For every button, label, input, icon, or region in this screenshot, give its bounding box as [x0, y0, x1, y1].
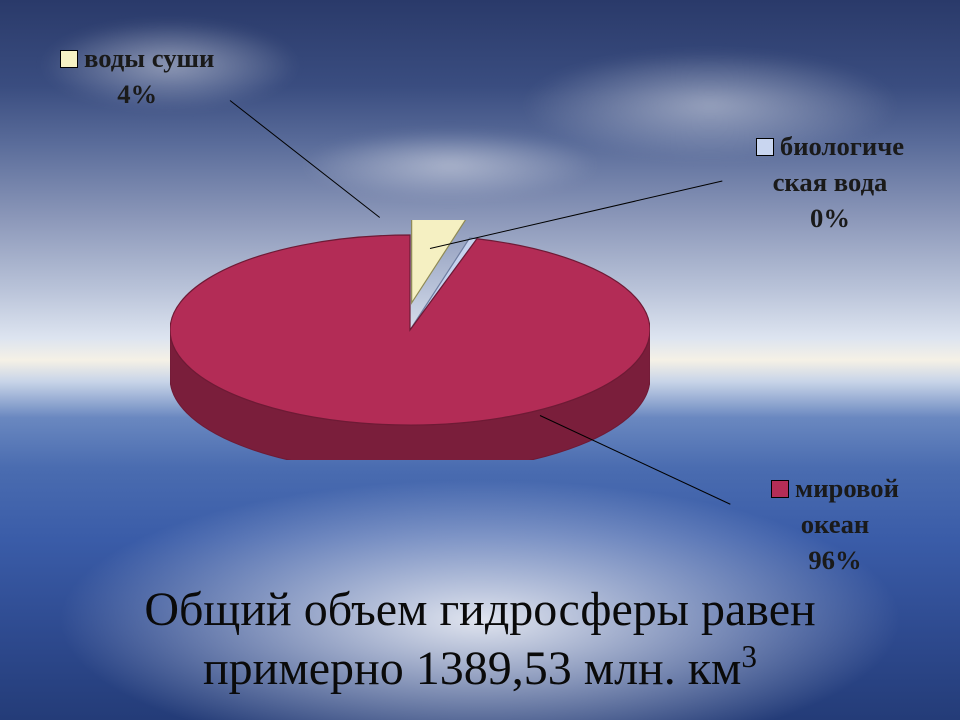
caption: Общий объем гидросферы равен примерно 13…: [0, 581, 960, 698]
legend-pct: 4%: [117, 79, 157, 109]
swatch-ocean: [771, 480, 789, 498]
pie-chart: [170, 220, 650, 460]
swatch-land-water: [60, 50, 78, 68]
legend-label-text: биологиче ская вода: [773, 131, 905, 197]
legend-bio-water: биологиче ская вода 0%: [740, 128, 920, 236]
legend-land-water: воды суши 4%: [60, 40, 214, 112]
legend-label-text: воды суши: [84, 43, 214, 73]
caption-line2: примерно 1389,53 млн. км3: [203, 642, 757, 695]
legend-ocean: мировой океан 96%: [750, 470, 920, 578]
legend-pct: 96%: [808, 545, 861, 575]
legend-label-text: мировой океан: [795, 473, 899, 539]
legend-pct: 0%: [810, 203, 850, 233]
caption-line1: Общий объем гидросферы равен: [144, 583, 815, 636]
swatch-bio-water: [756, 138, 774, 156]
